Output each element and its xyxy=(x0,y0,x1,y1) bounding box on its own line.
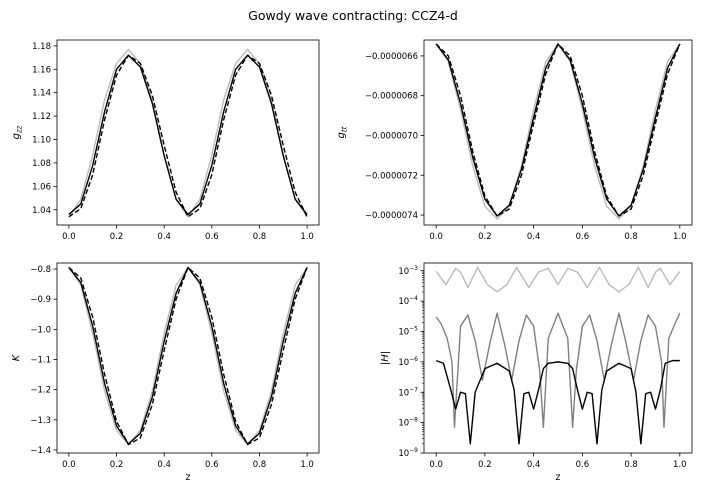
series-line-1 xyxy=(435,266,681,293)
y-tick-label: −1.4 xyxy=(30,446,51,456)
x-tick-label: 0.4 xyxy=(527,460,541,470)
x-tick-label: 0.8 xyxy=(624,460,638,470)
subplot-4: 0.0 0.2 0.4 0.6 0.8 1.0 10−9 10−8 10−7 10−6 10−5 10… xyxy=(380,262,693,483)
x-tick-label: 1.0 xyxy=(673,460,687,470)
plot-frame xyxy=(56,262,320,454)
y-tick-label: −0.0000068 xyxy=(365,92,418,102)
y-tick-label: −0.8 xyxy=(30,265,51,275)
x-tick-label: 0.0 xyxy=(62,460,76,470)
x-tick-label: 0.8 xyxy=(253,460,267,470)
x-tick-label: 0.8 xyxy=(624,232,638,242)
y-tick-label: 1.10 xyxy=(32,136,51,146)
series-line-2 xyxy=(68,266,308,445)
x-tick-label: 0.6 xyxy=(576,232,590,242)
subplot-2: 0.0 0.2 0.4 0.6 0.8 1.0 −0.0000066 −0.0000068 −0… xyxy=(336,39,693,242)
y-tick-label: 10−3 xyxy=(398,265,418,277)
x-tick-label: 0.8 xyxy=(253,232,267,242)
y-tick-label: 10−6 xyxy=(398,356,418,368)
x-tick-label: 0.2 xyxy=(110,232,124,242)
y-axis-label: |H| xyxy=(380,351,391,365)
y-tick-label: −0.0000066 xyxy=(365,52,418,62)
y-tick-label: −1.3 xyxy=(30,416,51,426)
subplot-1: 0.0 0.2 0.4 0.6 0.8 1.0 1.04 1.06 1.08 1.10 1.12 1.… xyxy=(11,39,320,242)
y-tick-label: 1.04 xyxy=(32,206,51,216)
plot-frame xyxy=(423,39,693,226)
series-line-1 xyxy=(68,48,308,218)
plot-frame xyxy=(423,262,693,454)
y-tick-label: 10−5 xyxy=(398,326,418,338)
y-tick-label: 1.12 xyxy=(32,112,51,122)
y-tick-label: 1.16 xyxy=(32,65,51,75)
x-tick-label: 0.0 xyxy=(62,232,76,242)
x-tick-label: 0.2 xyxy=(110,460,124,470)
x-tick-label: 1.0 xyxy=(300,232,314,242)
y-tick-label: 10−9 xyxy=(398,447,418,459)
y-tick-label: 1.06 xyxy=(32,182,51,192)
x-tick-label: 0.4 xyxy=(527,232,541,242)
y-tick-label: −0.0000072 xyxy=(365,171,418,181)
y-tick-label: 10−7 xyxy=(398,386,418,398)
y-axis-label: gtt xyxy=(336,126,349,138)
y-tick-label: 1.08 xyxy=(32,159,51,169)
y-tick-label: 1.18 xyxy=(32,42,51,52)
x-tick-label: 1.0 xyxy=(673,232,687,242)
y-tick-label: −0.9 xyxy=(30,295,51,305)
figure-title: Gowdy wave contracting: CCZ4-d xyxy=(248,8,458,23)
series-line-3 xyxy=(68,54,308,218)
x-tick-label: 0.0 xyxy=(429,232,443,242)
x-axis-label: z xyxy=(186,472,191,483)
x-tick-label: 0.6 xyxy=(205,460,219,470)
x-axis-label: z xyxy=(556,472,561,483)
y-axis-label: gzz xyxy=(11,125,24,139)
series-line-2 xyxy=(68,54,308,216)
y-tick-label: 10−8 xyxy=(398,417,418,429)
series-line-2 xyxy=(435,43,681,217)
series-line-1 xyxy=(68,266,308,446)
x-tick-label: 0.6 xyxy=(576,460,590,470)
y-tick-label: −1.1 xyxy=(30,356,51,366)
y-tick-label: −0.0000070 xyxy=(365,131,418,141)
series-line-1 xyxy=(435,43,681,220)
x-tick-label: 0.2 xyxy=(478,232,492,242)
y-tick-label: −1.2 xyxy=(30,386,51,396)
subplot-3: 0.0 0.2 0.4 0.6 0.8 1.0 −0.8 −0.9 −1.0 −1.1 −1.2 −1… xyxy=(11,262,320,483)
series-line-3 xyxy=(435,43,681,217)
y-tick-label: −1.0 xyxy=(30,325,51,335)
x-tick-label: 0.4 xyxy=(157,232,171,242)
x-tick-label: 0.0 xyxy=(429,460,443,470)
x-tick-label: 0.6 xyxy=(205,232,219,242)
x-tick-label: 0.4 xyxy=(157,460,171,470)
y-axis-label: K xyxy=(11,353,22,361)
series-line-3 xyxy=(68,266,308,446)
x-tick-label: 1.0 xyxy=(300,460,314,470)
series-line-2 xyxy=(435,312,681,429)
y-tick-label: 1.14 xyxy=(32,89,51,99)
y-tick-label: 10−4 xyxy=(398,295,418,307)
plot-frame xyxy=(56,39,320,226)
series-line-3 xyxy=(435,359,680,445)
y-tick-label: −0.0000074 xyxy=(365,211,418,221)
x-tick-label: 0.2 xyxy=(478,460,492,470)
